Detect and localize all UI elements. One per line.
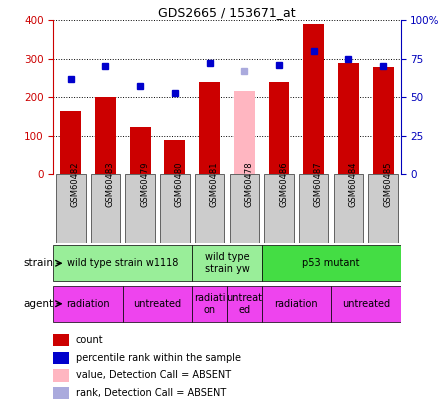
Bar [199, 82, 220, 174]
Bar [160, 174, 190, 243]
Bar [125, 174, 155, 243]
Bar [299, 174, 328, 243]
Text: GSM60483: GSM60483 [105, 162, 114, 207]
Bar [269, 82, 289, 174]
Bar [53, 334, 69, 346]
Text: GSM60480: GSM60480 [175, 162, 184, 207]
Bar [334, 174, 363, 243]
Text: rank, Detection Call = ABSENT: rank, Detection Call = ABSENT [76, 388, 226, 398]
Bar [338, 62, 359, 174]
Bar [53, 352, 69, 364]
Text: count: count [76, 335, 103, 345]
Bar [53, 245, 192, 281]
Bar [130, 127, 150, 174]
Text: value, Detection Call = ABSENT: value, Detection Call = ABSENT [76, 371, 231, 380]
Title: GDS2665 / 153671_at: GDS2665 / 153671_at [158, 6, 296, 19]
Text: radiation: radiation [275, 299, 318, 309]
Bar [53, 387, 69, 399]
Bar [227, 286, 262, 322]
Bar [262, 245, 400, 281]
Bar [53, 286, 123, 322]
Bar [230, 174, 259, 243]
Text: GSM60479: GSM60479 [140, 162, 149, 207]
Text: strain: strain [24, 258, 53, 268]
Text: percentile rank within the sample: percentile rank within the sample [76, 353, 241, 362]
Text: wild type strain w1118: wild type strain w1118 [67, 258, 178, 268]
Bar [234, 92, 255, 174]
Bar [53, 369, 69, 382]
Bar [192, 286, 227, 322]
Bar [61, 111, 81, 174]
Text: untreated: untreated [134, 299, 182, 309]
Bar [262, 286, 331, 322]
Text: GSM60482: GSM60482 [71, 162, 80, 207]
Text: radiation: radiation [66, 299, 110, 309]
Text: radiati
on: radiati on [194, 293, 225, 315]
Bar [303, 24, 324, 174]
Bar [373, 67, 393, 174]
Text: wild type
strain yw: wild type strain yw [205, 252, 249, 274]
Bar [95, 97, 116, 174]
Text: GSM60485: GSM60485 [383, 162, 392, 207]
Bar [91, 174, 120, 243]
Bar [264, 174, 294, 243]
Bar [56, 174, 85, 243]
Bar [195, 174, 224, 243]
Text: agent: agent [23, 299, 53, 309]
Bar [165, 140, 185, 174]
Bar [123, 286, 192, 322]
Text: untreated: untreated [342, 299, 390, 309]
Text: GSM60487: GSM60487 [314, 162, 323, 207]
Text: GSM60484: GSM60484 [348, 162, 357, 207]
Bar [331, 286, 400, 322]
Text: untreat
ed: untreat ed [227, 293, 262, 315]
Text: GSM60478: GSM60478 [244, 162, 253, 207]
Text: GSM60486: GSM60486 [279, 162, 288, 207]
Text: GSM60481: GSM60481 [210, 162, 218, 207]
Bar [192, 245, 262, 281]
Bar [368, 174, 398, 243]
Text: p53 mutant: p53 mutant [302, 258, 360, 268]
